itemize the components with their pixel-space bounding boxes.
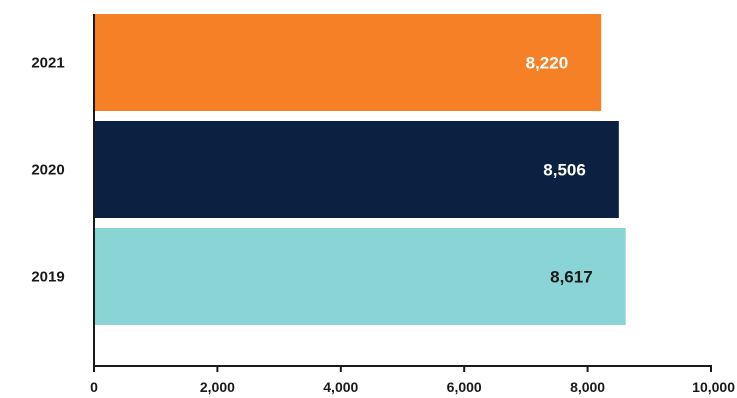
x-tick-label-4000: 4,000 bbox=[323, 379, 358, 395]
x-tick-label-2000: 2,000 bbox=[200, 379, 235, 395]
bar-2020 bbox=[94, 121, 619, 218]
bar-2019 bbox=[94, 228, 626, 325]
bar-2021 bbox=[94, 14, 602, 111]
x-tick-label-0: 0 bbox=[90, 379, 98, 395]
category-label-2019: 2019 bbox=[31, 269, 64, 286]
bars-layer bbox=[94, 14, 626, 325]
category-labels-layer: 2021 2020 2019 bbox=[31, 55, 64, 286]
data-label-2019: 8,617 bbox=[550, 268, 593, 287]
category-label-2021: 2021 bbox=[31, 55, 64, 72]
x-tick-label-6000: 6,000 bbox=[447, 379, 482, 395]
data-label-2020: 8,506 bbox=[543, 161, 586, 180]
x-tick-label-10000: 10,000 bbox=[692, 379, 735, 395]
x-tick-label-8000: 8,000 bbox=[570, 379, 605, 395]
x-ticks-layer: 0 2,000 4,000 6,000 8,000 10,000 bbox=[90, 366, 735, 395]
data-label-2021: 8,220 bbox=[526, 54, 569, 73]
category-label-2020: 2020 bbox=[31, 162, 64, 179]
data-labels-layer: 8,220 8,506 8,617 bbox=[526, 54, 593, 287]
